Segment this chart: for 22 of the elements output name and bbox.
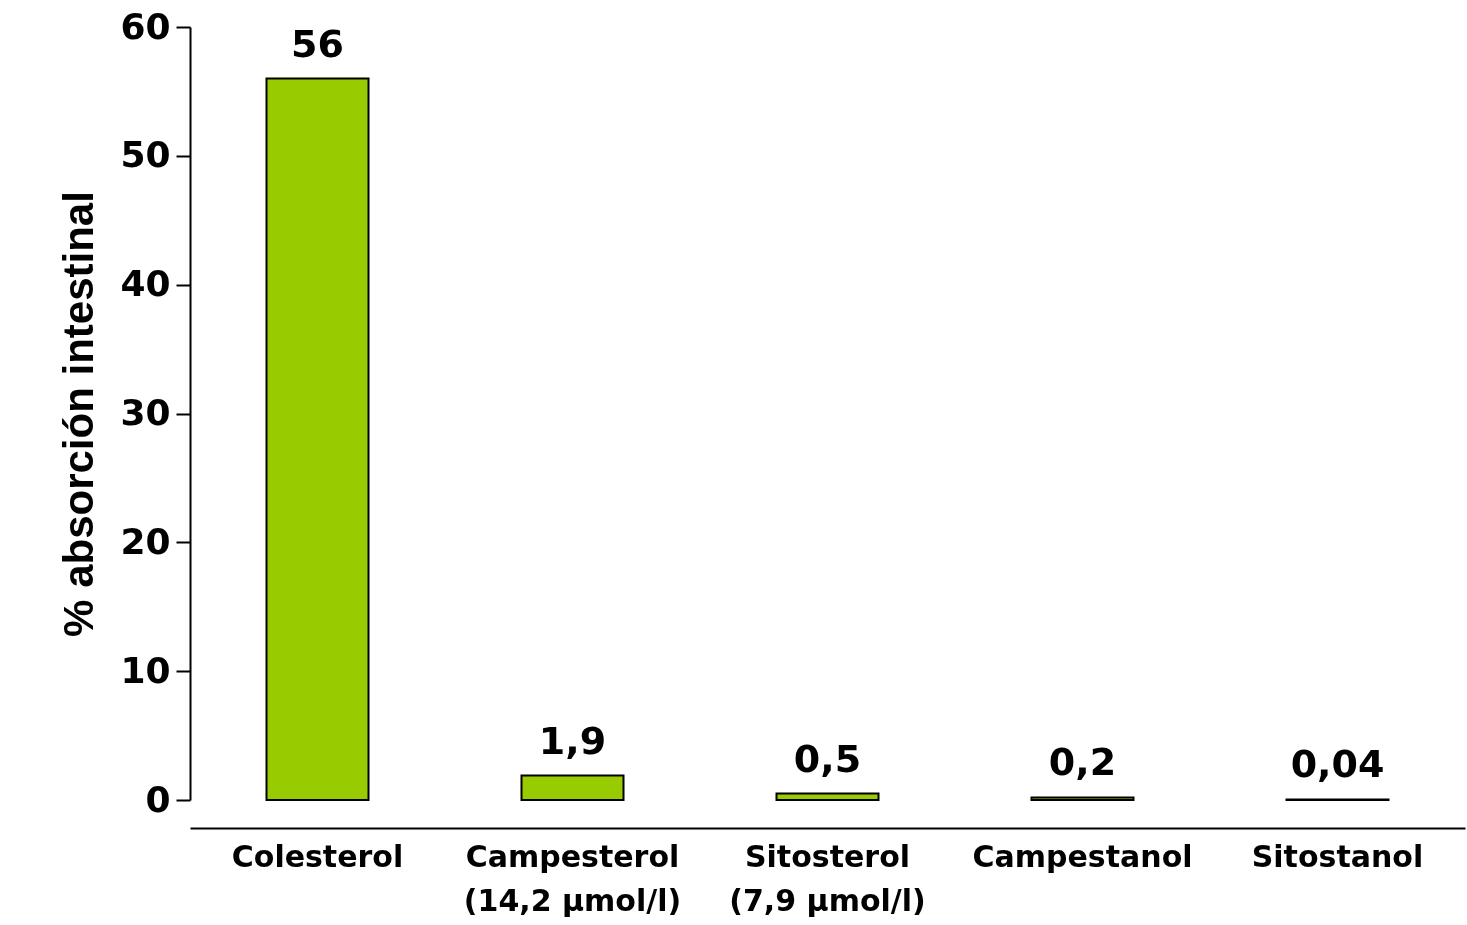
x-tick-label: Colesterol	[231, 838, 404, 874]
y-tick-label: 50	[120, 134, 171, 176]
x-tick-label: Campesterol (14,2 µmol/l)	[463, 838, 682, 918]
y-tick-label: 40	[120, 263, 171, 305]
x-tick-label: Sitostanol	[1251, 838, 1424, 874]
data-label: 0,04	[1290, 742, 1385, 787]
x-tick-label: Campestanol	[972, 838, 1193, 874]
data-label: 56	[291, 21, 344, 66]
bar	[1030, 796, 1135, 801]
bar	[775, 792, 880, 801]
y-tick-label: 10	[120, 649, 171, 691]
x-tick-label: Sitosterol (7,9 µmol/l)	[729, 838, 926, 918]
y-axis-title: % absorción intestinal	[55, 191, 103, 637]
y-tick-label: 20	[120, 520, 171, 562]
bar	[520, 774, 625, 801]
data-label: 1,9	[538, 718, 607, 763]
data-label: 0,5	[793, 736, 862, 781]
y-tick-label: 0	[145, 778, 171, 820]
data-label: 0,2	[1048, 740, 1117, 785]
y-tick-label: 30	[120, 392, 171, 433]
bar	[265, 77, 370, 801]
y-tick-label: 60	[120, 5, 171, 47]
